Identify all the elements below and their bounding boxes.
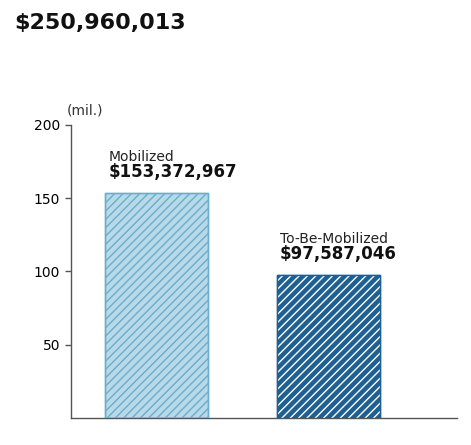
- Bar: [105, 193, 208, 418]
- Bar: [276, 275, 380, 418]
- Text: (mil.): (mil.): [67, 103, 104, 117]
- Text: $250,960,013: $250,960,013: [14, 13, 186, 33]
- Text: To-Be-Mobilized: To-Be-Mobilized: [280, 232, 388, 246]
- Text: $97,587,046: $97,587,046: [280, 245, 397, 263]
- Text: Mobilized: Mobilized: [108, 150, 174, 164]
- Text: $153,372,967: $153,372,967: [108, 163, 237, 181]
- Bar: [105, 193, 208, 418]
- Bar: [105, 193, 208, 418]
- Bar: [276, 275, 380, 418]
- Bar: [276, 275, 380, 418]
